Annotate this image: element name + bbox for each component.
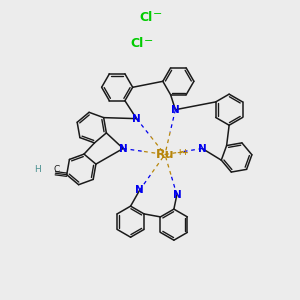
Text: −: − bbox=[144, 36, 153, 46]
Text: H: H bbox=[34, 165, 41, 174]
Text: Cl: Cl bbox=[130, 38, 143, 50]
Text: ++: ++ bbox=[176, 148, 188, 158]
Text: C: C bbox=[53, 165, 59, 174]
Text: Ru: Ru bbox=[156, 148, 174, 161]
Text: N: N bbox=[172, 190, 181, 200]
Text: N: N bbox=[135, 185, 144, 195]
Text: Cl: Cl bbox=[139, 11, 152, 24]
Text: N: N bbox=[119, 143, 128, 154]
Text: N: N bbox=[198, 143, 207, 154]
Text: −: − bbox=[153, 9, 162, 19]
Text: N: N bbox=[171, 105, 180, 115]
Text: N: N bbox=[132, 114, 141, 124]
